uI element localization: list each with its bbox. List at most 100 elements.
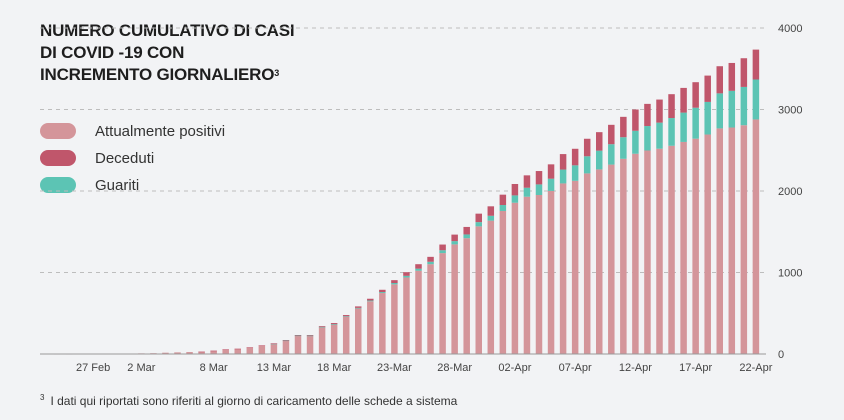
bar-segment — [463, 234, 470, 239]
title-line: DI COVID -19 CON — [40, 43, 185, 62]
bar-segment — [547, 190, 555, 354]
bar-segment — [740, 125, 748, 355]
bar-segment — [680, 87, 687, 113]
bar-segment — [379, 293, 386, 354]
bar-segment — [704, 75, 711, 102]
bar-segment — [547, 164, 555, 179]
bar-segment — [342, 315, 350, 317]
bar-segment — [415, 268, 422, 271]
bar-segment — [198, 351, 205, 353]
bar-segment — [403, 277, 410, 354]
x-tick-label: 18 Mar — [317, 362, 352, 374]
bar-segment — [270, 343, 278, 344]
bar-segment — [234, 348, 241, 350]
bar-segment — [463, 226, 470, 235]
legend-label: Guariti — [95, 176, 140, 194]
bar-segment — [716, 66, 723, 94]
bar-segment — [439, 244, 446, 251]
y-tick-label: 3000 — [778, 105, 802, 117]
bar-segment — [475, 213, 482, 223]
bar-segment — [571, 165, 579, 181]
bar-segment — [547, 178, 555, 191]
bar-segment — [740, 86, 748, 126]
legend-swatch — [40, 123, 76, 139]
bar-segment — [475, 226, 482, 354]
bar-segment — [716, 93, 723, 129]
bar-segment — [403, 272, 410, 276]
bar-segment — [391, 280, 398, 284]
bar-segment — [330, 324, 338, 354]
bar-segment — [487, 206, 495, 216]
bar-segment — [318, 327, 326, 354]
bar-segment — [306, 335, 314, 337]
bar-segment — [379, 289, 386, 293]
bar-segment — [306, 335, 314, 354]
bar-segment — [487, 215, 495, 221]
bar-segment — [644, 126, 651, 151]
bar-segment — [535, 171, 543, 185]
bar-segment — [499, 205, 507, 211]
y-tick-label: 1000 — [778, 268, 802, 280]
x-tick-label: 17-Apr — [679, 362, 712, 374]
bar-segment — [258, 345, 266, 346]
bar-segment — [270, 343, 278, 354]
bar-segment — [644, 103, 651, 127]
bar-segment — [415, 264, 422, 269]
chart-title: NUMERO CUMULATIVO DI CASI DI COVID -19 C… — [40, 20, 300, 86]
bar-segment — [487, 220, 495, 354]
bar-segment — [632, 130, 639, 154]
bar-segment — [427, 264, 434, 354]
bar-segment — [511, 202, 519, 354]
bar-segment — [499, 194, 507, 206]
bar-segment — [704, 134, 711, 354]
bar-segment — [318, 326, 326, 328]
x-tick-label: 22-Apr — [739, 362, 772, 374]
bar-segment — [583, 138, 591, 157]
bar-segment — [559, 169, 567, 184]
legend-item-positivi: Attualmente positivi — [40, 122, 225, 140]
bar-segment — [559, 183, 567, 354]
bar-segment — [270, 343, 278, 345]
title-line: NUMERO CUMULATIVO DI CASI — [40, 21, 295, 40]
bar-segment — [234, 348, 241, 354]
bar-segment — [728, 90, 736, 128]
bar-segment — [186, 352, 193, 354]
bar-segment — [596, 169, 603, 354]
bar-segment — [728, 127, 736, 354]
bar-segment — [427, 256, 434, 262]
bar-segment — [451, 234, 458, 242]
bar-segment — [379, 292, 386, 294]
title-line: INCREMENTO GIORNALIERO3 — [40, 65, 280, 84]
bar-segment — [475, 222, 482, 227]
bar-segment — [620, 158, 627, 354]
bar-segment — [704, 101, 711, 135]
bar-segment — [403, 275, 410, 278]
bar-segment — [282, 340, 290, 342]
bar-segment — [692, 82, 699, 108]
bar-segment — [391, 284, 398, 354]
bar-segment — [306, 335, 314, 336]
x-tick-label: 8 Mar — [200, 362, 228, 374]
x-tick-label: 23-Mar — [377, 362, 412, 374]
footnote-mark: 3 — [274, 68, 280, 78]
bar-segment — [294, 335, 302, 337]
bar-segment — [535, 194, 543, 354]
y-tick-label: 2000 — [778, 186, 802, 198]
bar-segment — [511, 195, 519, 203]
bar-segment — [294, 335, 302, 354]
x-tick-label: 27 Feb — [76, 362, 110, 374]
bar-segment — [752, 79, 760, 120]
bar-segment — [198, 351, 205, 354]
x-tick-label: 28-Mar — [437, 362, 472, 374]
bar-segment — [608, 124, 615, 145]
bar-segment — [330, 324, 338, 325]
bar-segment — [656, 148, 663, 354]
bar-segment — [752, 119, 760, 355]
bar-segment — [692, 138, 699, 354]
bar-segment — [571, 148, 579, 166]
bar-segment — [342, 316, 350, 317]
bar-segment — [608, 164, 615, 354]
legend-swatch — [40, 177, 76, 193]
legend-swatch — [40, 150, 76, 166]
